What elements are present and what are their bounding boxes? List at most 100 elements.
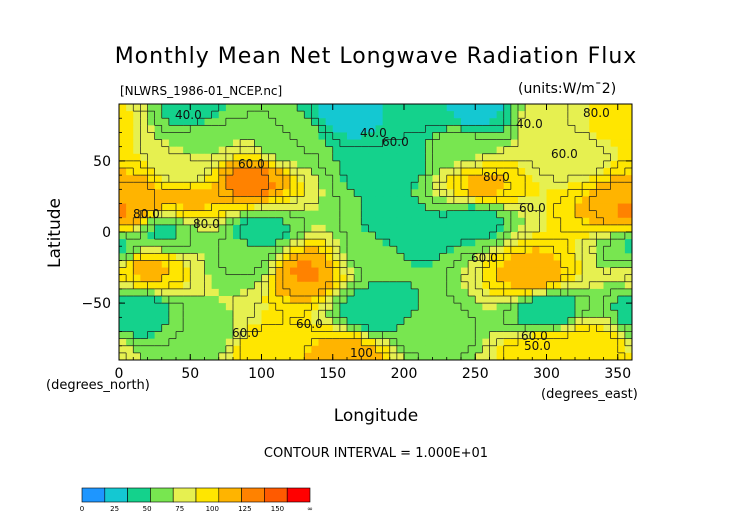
heatmap-cell — [140, 281, 148, 290]
heatmap-cell — [354, 196, 362, 204]
heatmap-cell — [553, 160, 562, 169]
contour-label: 60.0 — [238, 157, 265, 171]
heatmap-cell — [311, 160, 319, 169]
heatmap-cell — [161, 345, 170, 354]
heatmap-cell — [575, 317, 583, 325]
heatmap-cell — [482, 189, 490, 197]
heatmap-cell — [518, 125, 526, 133]
heatmap-cell — [168, 267, 177, 276]
heatmap-cell — [482, 239, 490, 247]
heatmap-cell — [596, 175, 604, 183]
heatmap-cell — [339, 139, 348, 148]
heatmap-cell — [439, 281, 448, 290]
heatmap-cell — [254, 281, 262, 290]
heatmap-cell — [268, 310, 277, 318]
heatmap-cell — [560, 239, 569, 247]
heatmap-cell — [382, 267, 391, 276]
heatmap-cell — [368, 125, 376, 133]
heatmap-cell — [589, 217, 597, 226]
heatmap-cell — [311, 310, 319, 318]
contour-label: 40.0 — [175, 108, 202, 122]
heatmap-cell — [603, 175, 612, 183]
heatmap-cell — [290, 175, 298, 183]
heatmap-cell — [468, 281, 476, 290]
heatmap-cell — [190, 274, 198, 283]
heatmap-cell — [275, 217, 284, 226]
heatmap-cell — [361, 189, 369, 197]
heatmap-cell — [311, 274, 319, 283]
heatmap-cell — [510, 352, 519, 361]
heatmap-cell — [183, 104, 191, 112]
heatmap-cell — [575, 253, 583, 261]
heatmap-cell — [211, 274, 220, 283]
heatmap-cell — [161, 232, 170, 240]
heatmap-cell — [240, 281, 248, 290]
heatmap-cell — [290, 125, 298, 133]
heatmap-cell — [339, 182, 348, 190]
heatmap-cell — [624, 296, 633, 304]
heatmap-cell — [489, 253, 498, 261]
heatmap-cell — [261, 118, 270, 126]
heatmap-cell — [225, 175, 234, 183]
heatmap-cell — [318, 267, 327, 276]
heatmap-cell — [589, 224, 597, 233]
heatmap-cell — [496, 352, 505, 361]
heatmap-cell — [290, 267, 298, 276]
heatmap-cell — [453, 217, 462, 226]
heatmap-cell — [290, 253, 298, 261]
heatmap-cell — [389, 281, 398, 290]
heatmap-cell — [610, 296, 619, 304]
heatmap-cell — [425, 182, 433, 190]
heatmap-cell — [411, 310, 419, 318]
heatmap-cell — [168, 217, 177, 226]
heatmap-cell — [596, 331, 604, 340]
colorbar-tick-label: 50 — [143, 505, 152, 513]
heatmap-cell — [596, 338, 604, 347]
heatmap-cell — [197, 118, 205, 126]
heatmap-cell — [446, 324, 455, 332]
heatmap-cell — [126, 239, 134, 247]
contour-label: 60.0 — [232, 326, 259, 340]
heatmap-cell — [354, 274, 362, 283]
heatmap-cell — [204, 203, 213, 212]
heatmap-cell — [482, 281, 490, 290]
heatmap-cell — [204, 274, 213, 283]
heatmap-cell — [425, 267, 433, 276]
heatmap-cell — [396, 196, 405, 204]
heatmap-cell — [197, 217, 205, 226]
heatmap-cell — [204, 232, 213, 240]
heatmap-cell — [290, 274, 298, 283]
heatmap-cell — [432, 153, 441, 162]
contour-label: 60.0 — [521, 329, 548, 343]
heatmap-cell — [133, 210, 141, 219]
heatmap-cell — [496, 246, 505, 254]
heatmap-cell — [168, 210, 177, 219]
heatmap-cell — [311, 168, 319, 176]
heatmap-cell — [525, 118, 533, 126]
heatmap-cell — [396, 246, 405, 254]
heatmap-cell — [318, 189, 327, 197]
heatmap-cell — [532, 296, 540, 304]
heatmap-cell — [190, 224, 198, 233]
heatmap-cell — [354, 352, 362, 361]
heatmap-cell — [325, 104, 334, 112]
heatmap-cell — [311, 267, 319, 276]
heatmap-cell — [453, 104, 462, 112]
heatmap-cell — [361, 217, 369, 226]
heatmap-cell — [532, 189, 540, 197]
heatmap-cell — [233, 189, 241, 197]
heatmap-cell — [446, 288, 455, 297]
heatmap-cell — [418, 203, 426, 212]
heatmap-cell — [539, 239, 547, 247]
heatmap-cell — [325, 189, 334, 197]
heatmap-cell — [240, 317, 248, 325]
heatmap-cell — [518, 239, 526, 247]
heatmap-cell — [525, 324, 533, 332]
heatmap-cell — [119, 189, 127, 197]
heatmap-cell — [275, 274, 284, 283]
heatmap-cell — [589, 267, 597, 276]
heatmap-cell — [339, 281, 348, 290]
heatmap-cell — [354, 132, 362, 140]
heatmap-cell — [617, 352, 626, 361]
heatmap-cell — [204, 182, 213, 190]
